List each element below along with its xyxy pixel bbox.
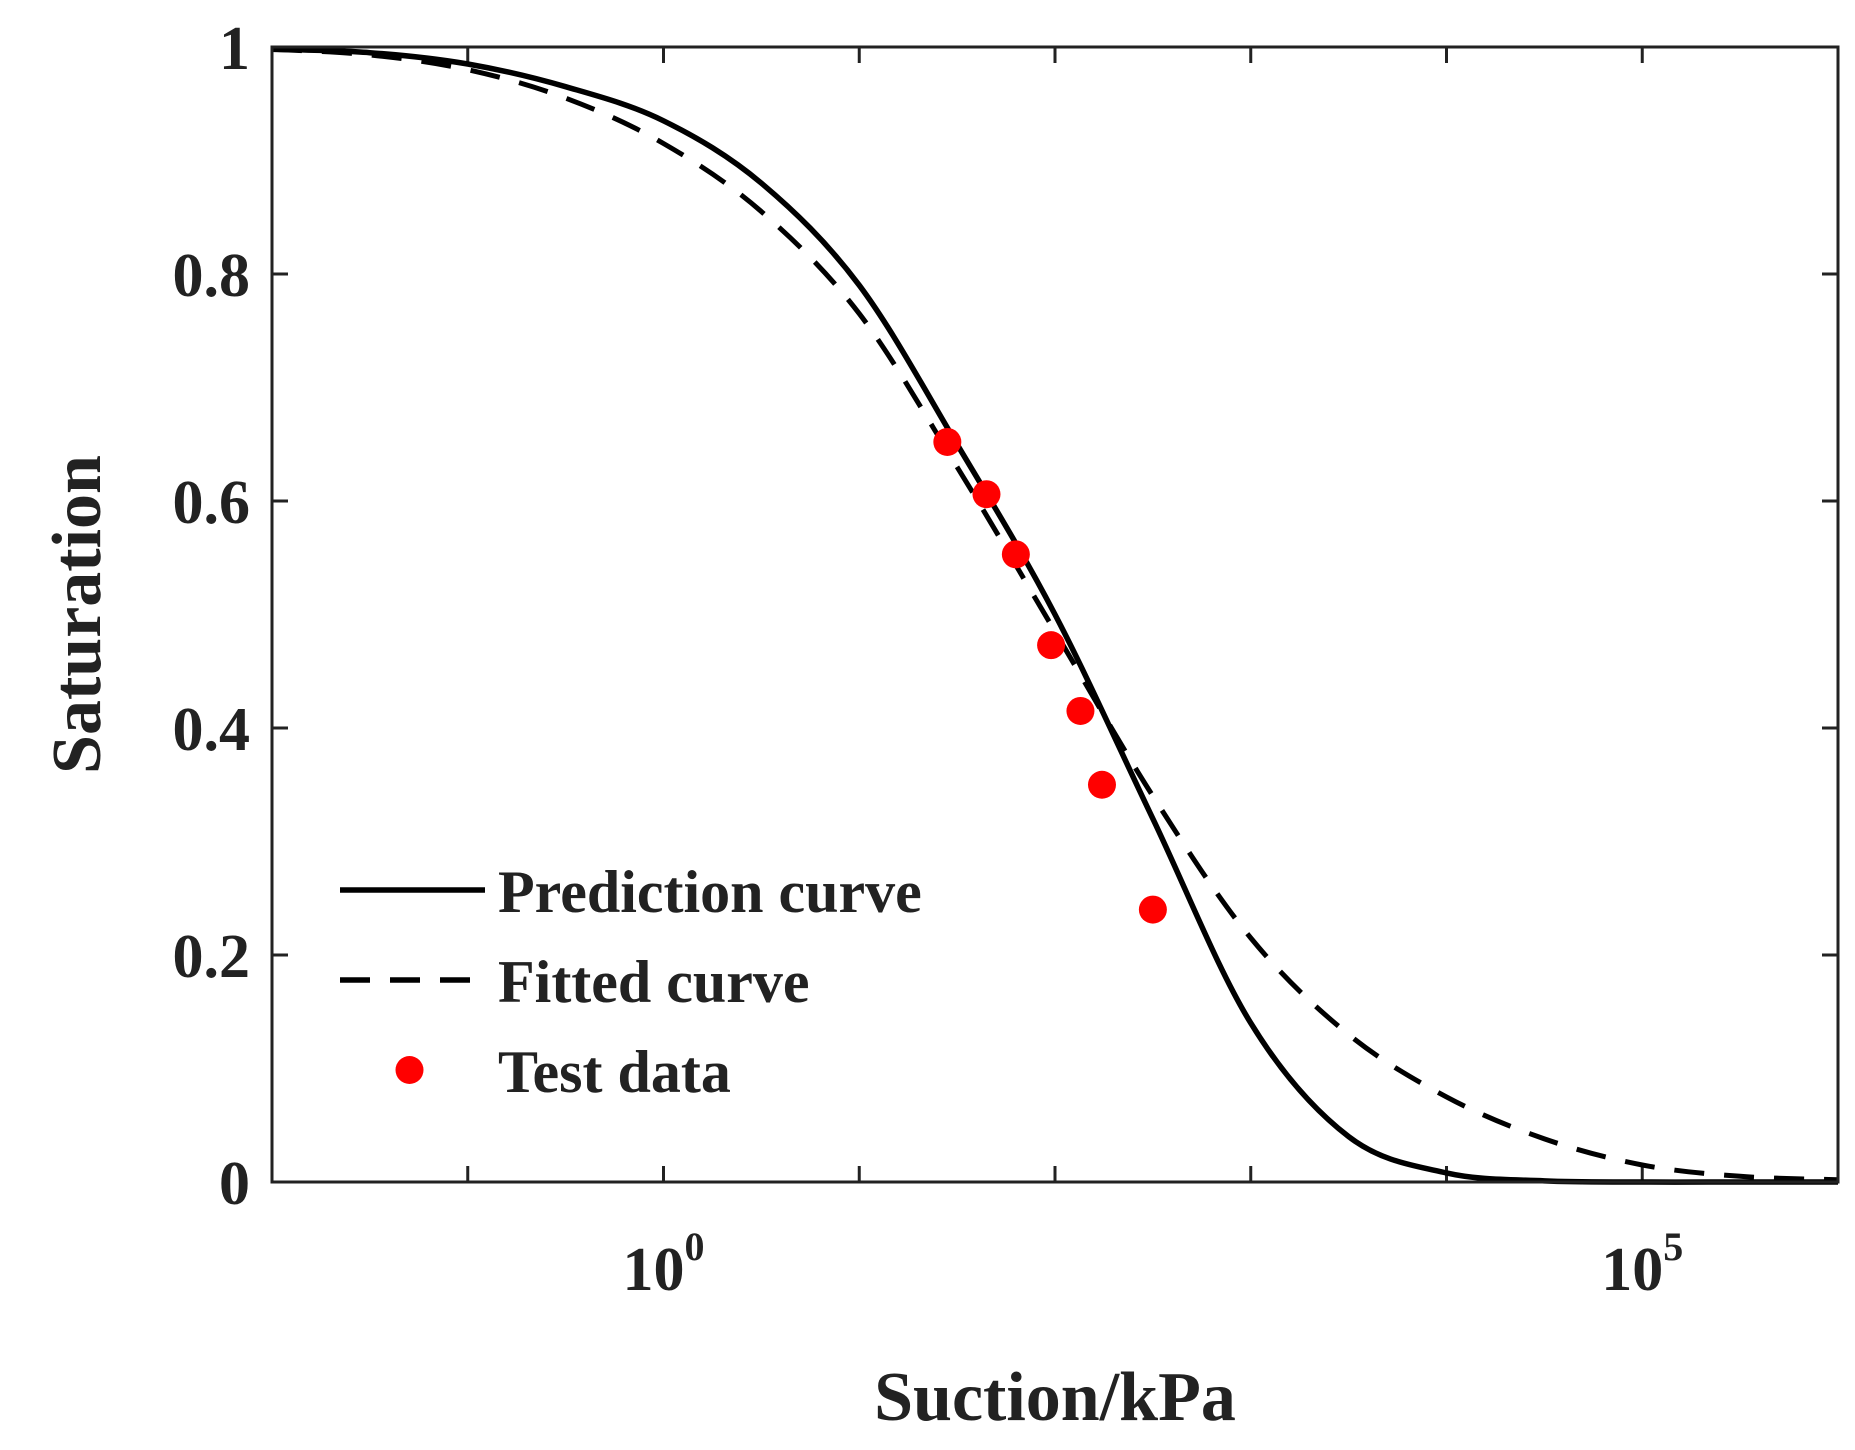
y-tick-label: 0.4 bbox=[173, 696, 251, 764]
test-data-point bbox=[1037, 631, 1066, 660]
y-tick-label: 0.6 bbox=[173, 469, 251, 537]
legend: Prediction curve Fitted curve Test data bbox=[340, 859, 922, 1105]
x-tick-label: 105 bbox=[1601, 1224, 1683, 1304]
plot-frame bbox=[270, 45, 1840, 1184]
x-tick-label: 100 bbox=[623, 1224, 705, 1304]
test-data-point bbox=[1001, 540, 1030, 569]
y-tick-label: 0.2 bbox=[173, 923, 251, 991]
test-data-point bbox=[1138, 895, 1167, 924]
x-tick-base: 10 bbox=[1601, 1236, 1663, 1304]
legend-marker-test-data bbox=[395, 1056, 424, 1084]
x-axis-label: Suction/kPa bbox=[874, 1359, 1236, 1436]
test-data-point bbox=[1066, 696, 1095, 725]
x-tick-exponent: 5 bbox=[1663, 1224, 1683, 1269]
y-tick-label: 1 bbox=[219, 15, 250, 83]
x-tick-exponent: 0 bbox=[685, 1224, 705, 1269]
test-data-point bbox=[972, 480, 1001, 509]
y-tick-label: 0 bbox=[219, 1150, 250, 1218]
legend-label: Fitted curve bbox=[498, 949, 810, 1015]
legend-label: Prediction curve bbox=[498, 859, 922, 925]
labels-layer: Saturation Suction/kPa bbox=[39, 455, 1236, 1436]
test-data-point bbox=[1087, 770, 1116, 799]
x-tick-base: 10 bbox=[623, 1236, 685, 1304]
fitted-curve-line bbox=[271, 46, 1839, 1183]
y-axis-label: Saturation bbox=[39, 455, 116, 774]
y-tick-label: 0.8 bbox=[173, 242, 251, 310]
legend-label: Test data bbox=[498, 1039, 731, 1105]
test-data-point bbox=[933, 427, 962, 456]
